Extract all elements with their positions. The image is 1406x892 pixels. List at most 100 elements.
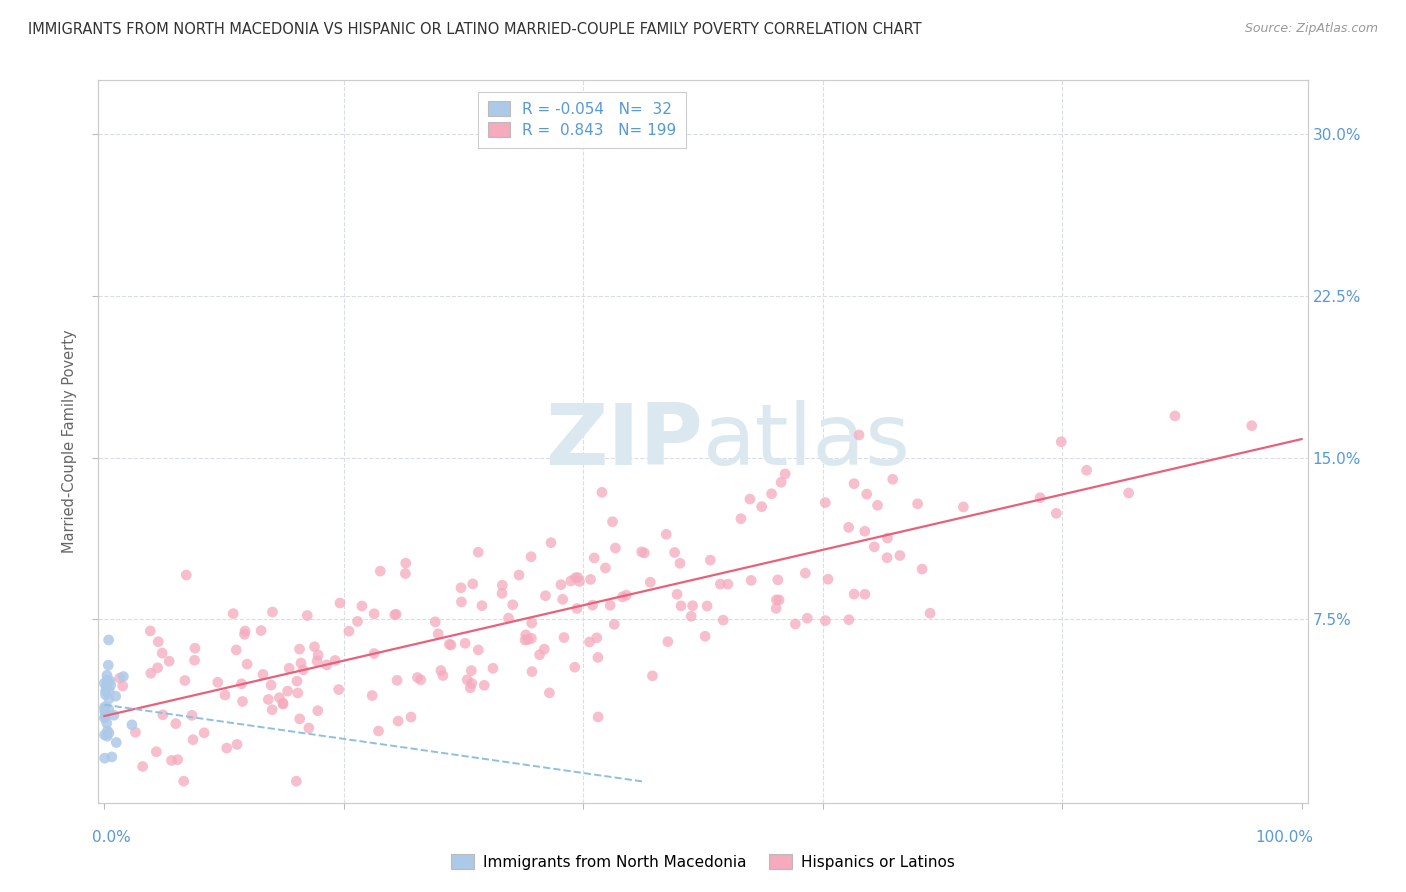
Point	[440, 638, 463, 652]
Point	[599, 599, 621, 613]
Point	[96, 673, 118, 687]
Point	[581, 598, 603, 612]
Point	[97, 726, 120, 740]
Point	[315, 657, 337, 672]
Point	[740, 574, 762, 588]
Point	[363, 647, 385, 661]
Point	[96, 716, 118, 731]
Point	[425, 615, 447, 629]
Point	[233, 627, 256, 641]
Point	[568, 574, 591, 589]
Point	[1118, 486, 1140, 500]
Point	[882, 472, 904, 486]
Point	[262, 703, 284, 717]
Point	[94, 679, 117, 693]
Point	[271, 696, 294, 710]
Point	[583, 550, 606, 565]
Point	[222, 607, 245, 621]
Point	[252, 667, 274, 681]
Point	[655, 527, 678, 541]
Point	[491, 586, 513, 600]
Point	[456, 673, 478, 687]
Point	[384, 607, 406, 622]
Point	[579, 573, 602, 587]
Point	[93, 676, 115, 690]
Point	[394, 566, 416, 581]
Point	[94, 705, 117, 719]
Point	[817, 572, 839, 586]
Point	[533, 642, 555, 657]
Point	[328, 682, 350, 697]
Point	[292, 663, 315, 677]
Point	[94, 684, 117, 698]
Point	[814, 495, 837, 509]
Point	[508, 568, 530, 582]
Point	[346, 615, 368, 629]
Point	[304, 640, 326, 654]
Point	[96, 681, 118, 696]
Point	[612, 590, 634, 604]
Point	[717, 577, 740, 591]
Point	[550, 577, 572, 591]
Point	[96, 668, 118, 682]
Text: atlas: atlas	[703, 400, 911, 483]
Point	[260, 678, 283, 692]
Point	[96, 723, 118, 738]
Point	[432, 668, 454, 682]
Point	[848, 428, 870, 442]
Point	[586, 710, 609, 724]
Point	[323, 653, 346, 667]
Point	[578, 635, 600, 649]
Point	[534, 589, 557, 603]
Point	[450, 581, 472, 595]
Point	[250, 624, 273, 638]
Point	[183, 653, 205, 667]
Point	[1029, 491, 1052, 505]
Point	[269, 690, 291, 705]
Point	[104, 689, 127, 703]
Point	[560, 574, 582, 588]
Point	[233, 624, 256, 638]
Point	[889, 549, 911, 563]
Point	[585, 631, 607, 645]
Point	[307, 648, 329, 662]
Point	[399, 710, 422, 724]
Point	[564, 571, 586, 585]
Point	[765, 601, 787, 615]
Point	[385, 673, 408, 688]
Point	[93, 702, 115, 716]
Point	[363, 607, 385, 621]
Point	[1164, 409, 1187, 423]
Point	[236, 657, 259, 672]
Point	[711, 613, 734, 627]
Point	[551, 592, 574, 607]
Point	[181, 732, 204, 747]
Point	[350, 599, 373, 613]
Point	[595, 561, 617, 575]
Text: 0.0%: 0.0%	[93, 830, 131, 846]
Point	[491, 578, 513, 592]
Point	[838, 520, 860, 534]
Point	[285, 774, 308, 789]
Point	[121, 718, 143, 732]
Point	[952, 500, 974, 514]
Point	[231, 677, 253, 691]
Point	[460, 664, 482, 678]
Point	[553, 631, 575, 645]
Point	[337, 624, 360, 639]
Point	[395, 556, 418, 570]
Point	[796, 611, 818, 625]
Point	[361, 689, 384, 703]
Point	[630, 545, 652, 559]
Point	[467, 643, 489, 657]
Point	[139, 624, 162, 638]
Point	[105, 735, 128, 749]
Point	[288, 712, 311, 726]
Point	[513, 633, 536, 648]
Point	[520, 549, 543, 564]
Point	[174, 673, 197, 688]
Point	[520, 616, 543, 631]
Point	[876, 550, 898, 565]
Point	[94, 709, 117, 723]
Point	[97, 702, 120, 716]
